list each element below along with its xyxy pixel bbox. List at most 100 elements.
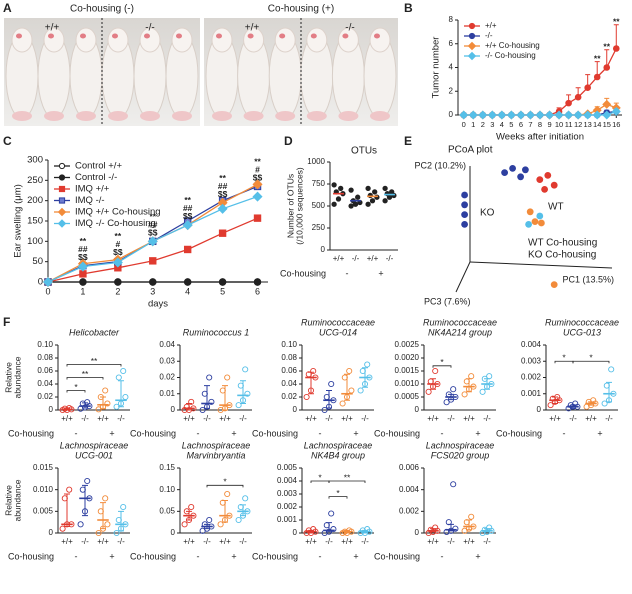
point — [461, 211, 468, 219]
annotation: ** — [613, 17, 620, 27]
whisker — [240, 504, 246, 517]
group-label: + — [597, 428, 602, 438]
category-label: -/- — [117, 537, 125, 546]
y-tick-label: 50 — [32, 256, 43, 267]
marker — [593, 73, 601, 81]
whisker — [326, 390, 332, 409]
marker — [183, 278, 192, 286]
group-title: Co-housing — [374, 551, 420, 561]
y-tick-label: 250 — [27, 175, 43, 186]
mouse-belly — [12, 111, 32, 121]
category-label: +/+ — [427, 537, 439, 546]
chart-title: NK4A214 group — [428, 327, 492, 337]
legend-marker — [58, 174, 66, 181]
point — [244, 390, 251, 397]
mouse-ear — [80, 33, 86, 39]
marker — [545, 110, 555, 120]
y-tick-label: 0.02 — [281, 392, 297, 401]
photo-genotype-label: +/+ — [245, 23, 260, 34]
mouse-head — [306, 27, 328, 53]
point — [206, 516, 213, 524]
legend-marker — [468, 32, 476, 40]
point — [242, 495, 249, 502]
group-name: WT Co-housing — [528, 238, 597, 249]
point — [206, 374, 213, 381]
bracket-label: * — [589, 353, 593, 363]
point — [355, 194, 361, 200]
point — [113, 529, 120, 537]
chart-title: Marvinbryantia — [186, 450, 245, 460]
mouse-ear — [247, 33, 254, 39]
y-tick-label: 8 — [449, 15, 454, 24]
point — [310, 367, 317, 375]
category-label: -/- — [447, 414, 455, 423]
mouse-head — [43, 27, 65, 53]
category-label: -/- — [361, 414, 369, 423]
panel-label: E — [404, 134, 412, 148]
marker — [252, 191, 263, 202]
marker — [253, 278, 262, 286]
point — [479, 388, 486, 395]
marker — [535, 110, 545, 120]
marker — [182, 220, 193, 231]
mouse-belly — [212, 111, 232, 121]
marker — [112, 257, 123, 268]
y-tick-label: 0 — [321, 245, 326, 254]
category-label: -/- — [81, 537, 89, 546]
group-name: KO — [480, 208, 495, 219]
chart-title: Lachnospiraceae — [60, 440, 129, 450]
point — [224, 490, 231, 498]
point — [608, 366, 615, 373]
bracket-label: ** — [91, 356, 98, 366]
y-tick-label: 0.004 — [399, 485, 420, 494]
photo-group-label: Co-housing (-) — [70, 4, 134, 15]
marker — [612, 45, 620, 52]
marker — [525, 110, 535, 120]
category-label: +/+ — [463, 537, 475, 546]
point — [348, 203, 354, 209]
y-axis-label: Number of OTUs — [285, 174, 295, 238]
x-tick-label: 11 — [565, 120, 573, 129]
category-label: -/- — [605, 414, 613, 423]
category-label: -/- — [386, 254, 394, 263]
annotation: ** — [80, 236, 87, 246]
bracket-label: * — [318, 472, 322, 482]
point — [235, 516, 242, 524]
y-tick-label: 4 — [449, 63, 454, 72]
legend-marker — [468, 22, 476, 30]
mouse-belly — [76, 111, 96, 121]
point — [59, 525, 66, 532]
category-label: -/- — [361, 537, 369, 546]
x-tick-label: 0 — [45, 286, 50, 296]
marker — [218, 229, 227, 237]
marker — [602, 99, 612, 109]
group-title: Co-housing — [8, 551, 54, 561]
point — [330, 526, 337, 533]
group-title: Co-housing — [374, 428, 420, 438]
point — [541, 186, 548, 193]
category-label: +/+ — [367, 254, 379, 263]
category-label: +/+ — [549, 414, 561, 423]
y-tick-label: 0.08 — [281, 353, 297, 362]
y-tick-label: 0.0025 — [395, 340, 420, 349]
x-tick-label: 13 — [584, 120, 592, 129]
category-label: +/+ — [183, 414, 195, 423]
point — [550, 281, 558, 288]
y-tick-label: 0.02 — [159, 373, 175, 382]
point — [547, 402, 554, 409]
legend-marker — [57, 207, 67, 217]
category-label: +/+ — [183, 537, 195, 546]
point — [468, 373, 475, 380]
marker — [564, 110, 574, 120]
y-tick-label: 0.004 — [277, 476, 298, 485]
point — [321, 406, 328, 414]
whisker — [606, 381, 612, 403]
x-tick-label: 0 — [462, 120, 466, 129]
point — [509, 165, 516, 172]
annotation: ** — [149, 211, 156, 221]
point — [382, 185, 388, 192]
y-axis-label: (/10,000 sequences) — [294, 167, 304, 245]
point — [328, 380, 335, 388]
whisker — [466, 519, 472, 531]
